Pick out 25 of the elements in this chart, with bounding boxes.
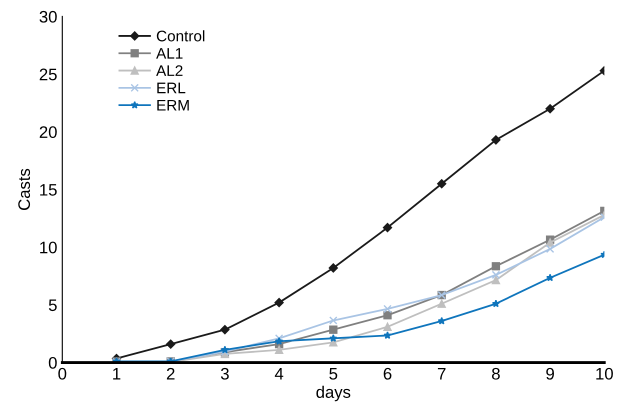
x-tick-label: 0 — [58, 368, 66, 380]
legend-label: ERL — [157, 82, 186, 94]
legend-label: AL2 — [156, 65, 182, 76]
legend-label: Control — [156, 30, 204, 42]
x-tick-label: 4 — [274, 368, 284, 380]
legend-label: ERM — [157, 100, 189, 110]
x-tick-label: 5 — [329, 368, 338, 380]
y-tick-label: 0 — [48, 356, 57, 369]
x-tick-label: 6 — [384, 368, 392, 380]
y-tick-label: 20 — [40, 126, 57, 138]
x-tick-label: 2 — [166, 368, 174, 380]
y-axis-title: Casts — [18, 168, 30, 210]
y-tick-label: 15 — [40, 184, 57, 196]
x-tick-label: 1 — [113, 368, 120, 380]
legend-label: AL1 — [156, 48, 183, 59]
x-axis-title: days — [316, 386, 350, 402]
x-tick-label: 8 — [492, 368, 500, 380]
x-tick-label: 9 — [546, 368, 554, 380]
y-tick-label: 10 — [40, 242, 57, 254]
x-tick-label: 10 — [596, 368, 613, 380]
x-tick-label: 7 — [438, 368, 446, 380]
x-tick-label: 3 — [220, 368, 229, 380]
y-tick-label: 5 — [48, 299, 57, 312]
y-tick-label: 25 — [40, 68, 57, 80]
y-tick-label: 30 — [40, 10, 57, 23]
